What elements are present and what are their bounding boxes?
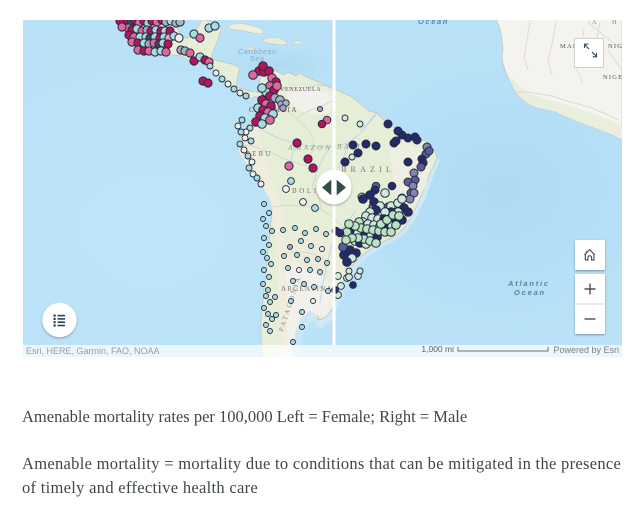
svg-text:Ocean: Ocean [514,288,546,297]
svg-text:BRAZIL: BRAZIL [341,165,395,174]
svg-text:Caribbean: Caribbean [238,49,277,56]
svg-text:NIG: NIG [608,43,622,50]
svg-text:Ocean: Ocean [418,20,449,26]
svg-text:1,000 mi: 1,000 mi [421,344,454,354]
svg-text:A H: A H [592,20,621,26]
svg-text:Esri, HERE, Garmin, FAO, NOAA: Esri, HERE, Garmin, FAO, NOAA [26,346,160,356]
svg-text:Atlantic: Atlantic [507,279,550,288]
svg-text:VENEZUELA: VENEZUELA [280,86,321,93]
svg-text:BOLIVI: BOLIVI [292,187,331,195]
svg-text:Powered by Esri: Powered by Esri [553,345,619,355]
svg-text:NIGE: NIGE [603,74,622,81]
svg-text:Sea: Sea [250,56,265,63]
svg-text:MAL: MAL [560,43,578,50]
svg-text:ARGENTINA: ARGENTINA [281,285,333,293]
svg-text:AMAZON: AMAZON [287,143,332,152]
svg-text:PERU: PERU [246,150,273,158]
